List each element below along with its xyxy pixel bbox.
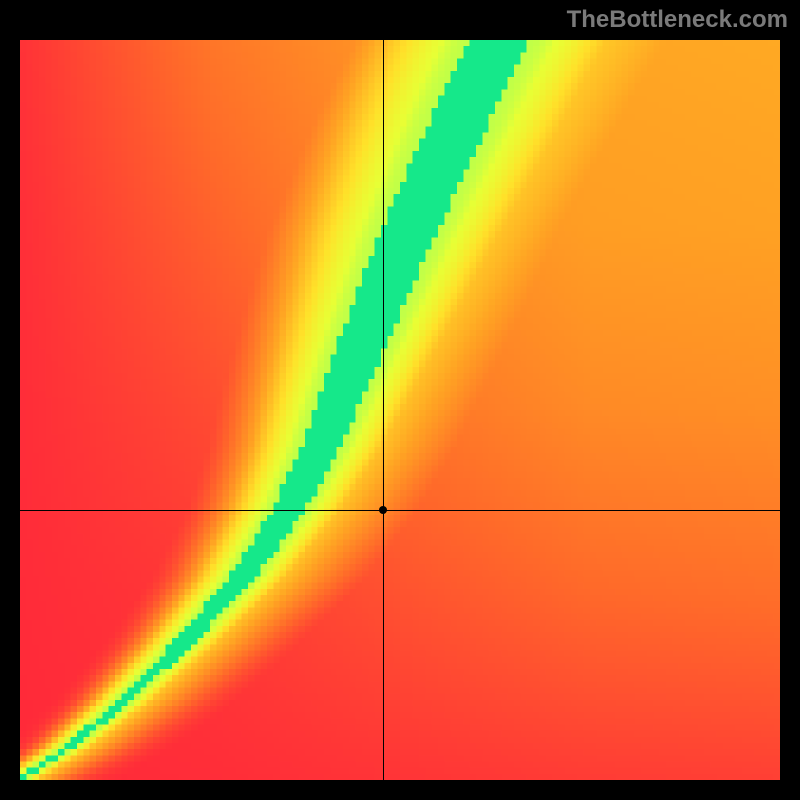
watermark-text: TheBottleneck.com <box>567 6 788 34</box>
crosshair-vertical <box>383 40 384 780</box>
crosshair-horizontal <box>20 510 780 511</box>
crosshair-dot <box>379 506 387 514</box>
chart-container: { "watermark": "TheBottleneck.com", "can… <box>0 0 800 800</box>
bottleneck-heatmap <box>20 40 780 780</box>
